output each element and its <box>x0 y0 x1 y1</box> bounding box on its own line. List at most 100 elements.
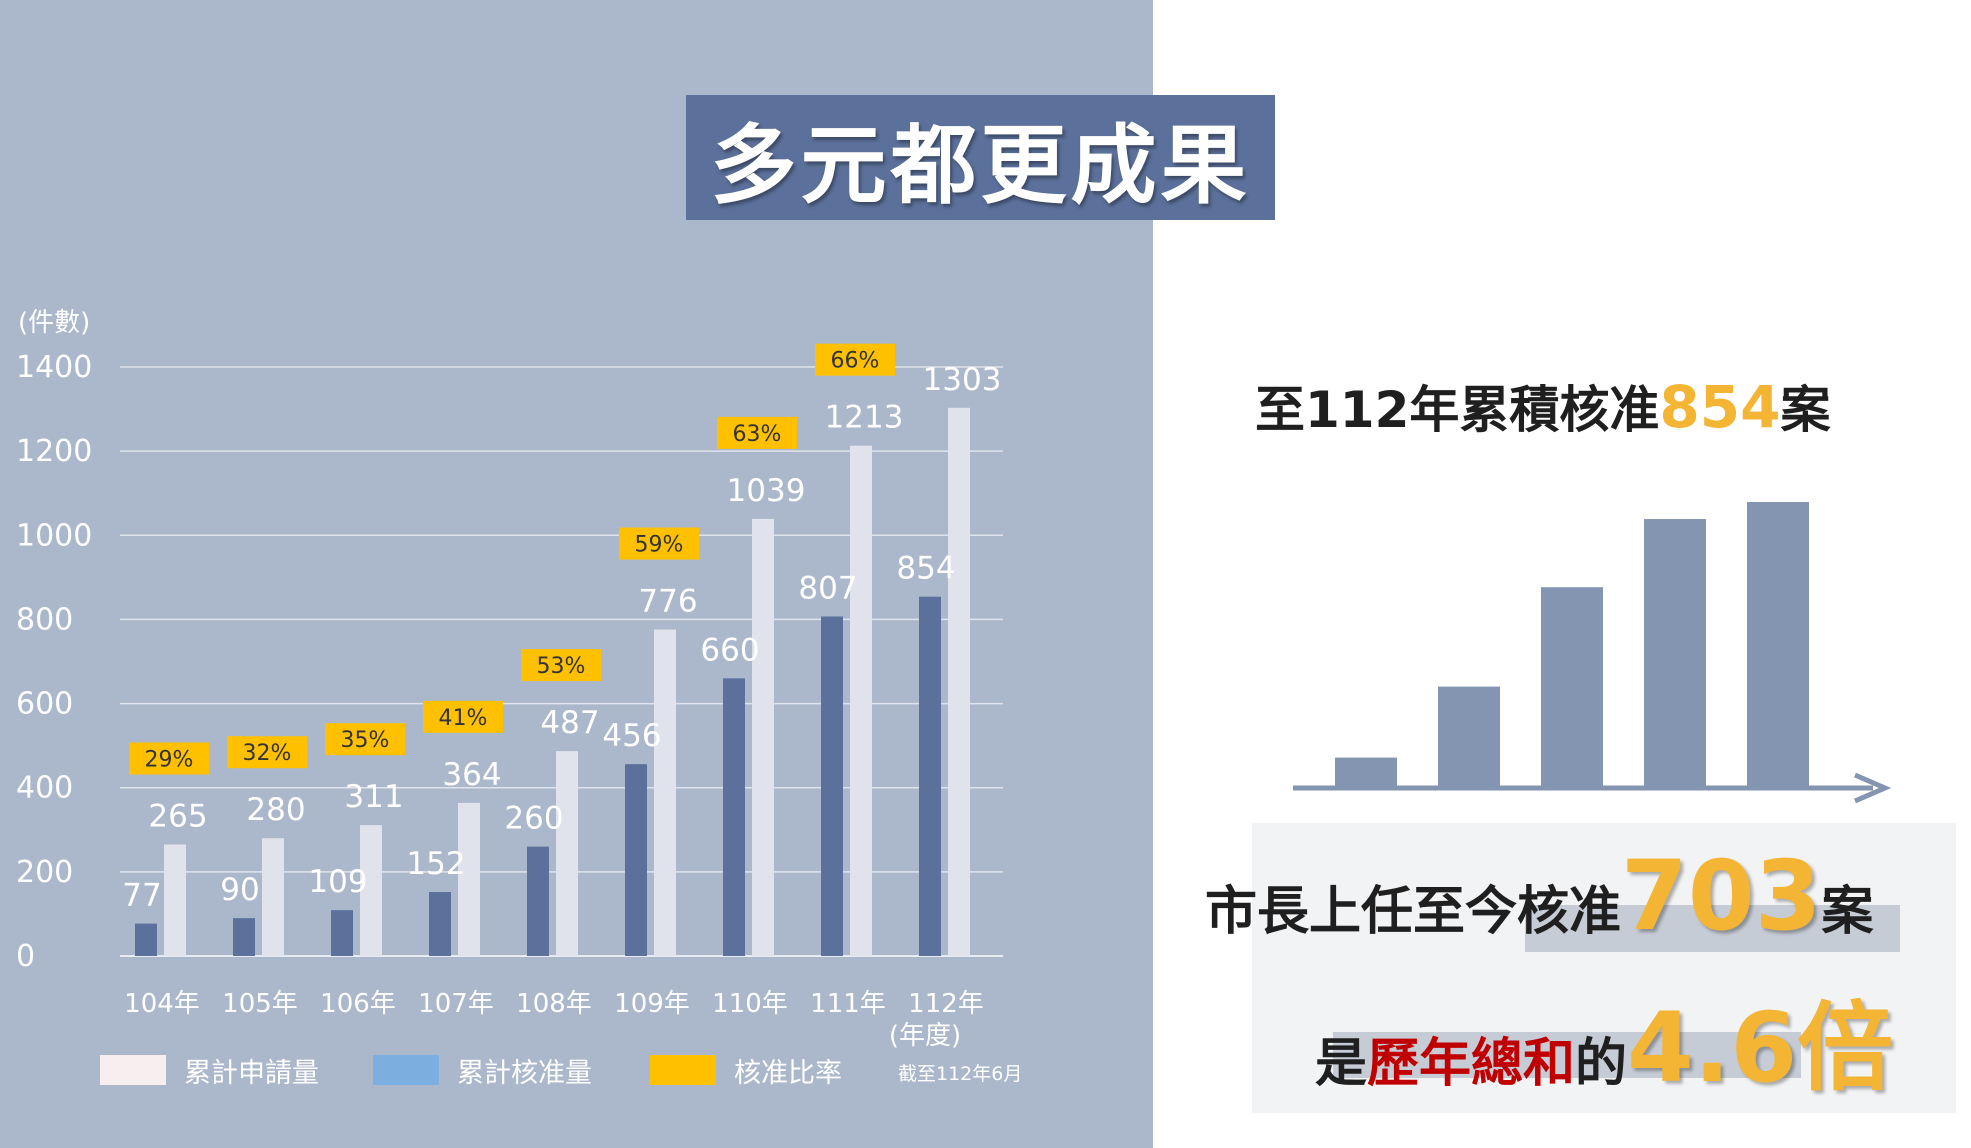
rate-tag <box>815 343 895 376</box>
data-label-approved: 77 <box>122 878 161 914</box>
bar-applied <box>752 518 774 956</box>
bar-applied <box>850 445 872 956</box>
stat2-prefix: 是 <box>1315 1034 1368 1094</box>
rate-label: 66% <box>831 349 880 374</box>
stat1-prefix: 市長上任至今核准 <box>1205 882 1622 942</box>
bar-approved <box>331 910 353 956</box>
bar-approved <box>723 678 745 956</box>
data-label-applied: 1039 <box>727 473 806 509</box>
title-banner: 多元都更成果 <box>686 95 1275 220</box>
legend-swatch <box>650 1055 716 1085</box>
rate-label: 35% <box>341 728 390 753</box>
x-tick-label: 106年 <box>320 989 396 1019</box>
x-tick-label: 108年 <box>516 989 592 1019</box>
rate-label: 53% <box>537 654 586 679</box>
bar-applied <box>654 629 676 956</box>
y-tick-label: 1400 <box>16 350 92 385</box>
headline-prefix: 至112年累積核准 <box>1255 381 1660 439</box>
data-label-applied: 280 <box>246 792 305 828</box>
bar-applied <box>164 844 186 956</box>
rate-label: 63% <box>733 422 782 447</box>
bar-applied <box>948 407 970 956</box>
x-tick-label: 105年 <box>222 989 298 1019</box>
highlight-underline <box>1525 905 1900 952</box>
x-tick-label: 104年 <box>124 989 200 1019</box>
data-label-approved: 660 <box>700 632 759 668</box>
stat2-number: 4.6倍 <box>1627 992 1894 1104</box>
data-label-approved: 854 <box>896 551 955 587</box>
data-label-applied: 487 <box>540 705 599 741</box>
legend-swatch <box>373 1055 439 1085</box>
x-axis-unit: (年度) <box>889 1021 961 1051</box>
stat2-highlight: 歷年總和 <box>1367 1034 1576 1094</box>
headline-suffix: 案 <box>1780 381 1831 439</box>
bar-approved <box>625 764 647 956</box>
bar-approved <box>233 918 255 956</box>
bar-applied <box>458 802 480 956</box>
rate-label: 59% <box>635 533 684 558</box>
headline-number: 854 <box>1659 373 1781 441</box>
y-tick-label: 1000 <box>16 518 92 553</box>
bar-approved <box>527 846 549 956</box>
x-tick-label: 109年 <box>614 989 690 1019</box>
mini-bar <box>1644 519 1706 786</box>
data-label-approved: 456 <box>602 718 661 754</box>
legend-swatch <box>100 1055 166 1085</box>
mini-bar <box>1335 757 1397 786</box>
rate-tag <box>521 649 601 682</box>
rate-label: 32% <box>243 741 292 766</box>
y-tick-label: 800 <box>16 602 73 637</box>
data-label-approved: 152 <box>406 846 465 882</box>
stat1-suffix: 案 <box>1821 882 1874 942</box>
mini-bar <box>1747 502 1809 786</box>
rate-label: 41% <box>439 706 488 731</box>
headline: 至112年累積核准854案 <box>1255 370 1895 442</box>
page-title: 多元都更成果 <box>710 116 1251 216</box>
data-label-approved: 807 <box>798 570 857 606</box>
x-tick-label: 107年 <box>418 989 494 1019</box>
legend-label: 累計核准量 <box>457 1058 592 1089</box>
x-tick-label: 110年 <box>712 989 788 1019</box>
rate-tag <box>227 736 307 769</box>
bar-applied <box>360 825 382 956</box>
data-label-applied: 1213 <box>825 400 904 436</box>
stat-multiple: 是歷年總和的4.6倍 <box>1315 970 1893 1109</box>
bar-applied <box>556 751 578 956</box>
rate-tag <box>129 742 209 775</box>
rate-tag <box>423 700 503 733</box>
arrow-right-icon <box>1854 772 1892 804</box>
bar-approved <box>135 923 157 956</box>
bar-approved <box>429 892 451 956</box>
mini-bar <box>1541 587 1603 786</box>
rate-tag <box>619 527 699 560</box>
bar-approved <box>821 616 843 956</box>
data-label-applied: 1303 <box>923 362 1002 398</box>
bar-applied <box>262 838 284 956</box>
rate-tag <box>325 723 405 756</box>
y-tick-label: 400 <box>16 771 73 806</box>
data-label-applied: 265 <box>148 799 207 835</box>
stat1-number: 703 <box>1621 840 1822 952</box>
y-axis-unit: (件數) <box>18 308 90 338</box>
data-label-applied: 776 <box>638 584 697 620</box>
data-label-applied: 311 <box>344 779 403 815</box>
x-tick-label: 111年 <box>810 989 886 1019</box>
bar-chart: 0 200 400 600 800 1000 1200 1400 (件數) 265 77 29% 104… <box>16 308 1022 1089</box>
stat-approved-since-mayor: 市長上任至今核准703案 <box>1205 840 1873 952</box>
legend-label: 核准比率 <box>734 1058 842 1089</box>
mini-bar <box>1438 686 1500 786</box>
data-label-approved: 90 <box>220 872 259 908</box>
data-label-approved: 260 <box>504 801 563 837</box>
y-tick-label: 600 <box>16 687 73 722</box>
rate-label: 29% <box>145 748 194 773</box>
bar-approved <box>919 596 941 956</box>
legend-label: 累計申請量 <box>184 1058 319 1089</box>
highlight-underline <box>1333 1032 1801 1078</box>
y-tick-label: 1200 <box>16 434 92 469</box>
y-tick-label: 0 <box>16 939 35 974</box>
rate-tag <box>717 416 797 449</box>
data-label-applied: 364 <box>442 757 501 793</box>
data-label-approved: 109 <box>308 864 367 900</box>
y-tick-label: 200 <box>16 855 73 890</box>
